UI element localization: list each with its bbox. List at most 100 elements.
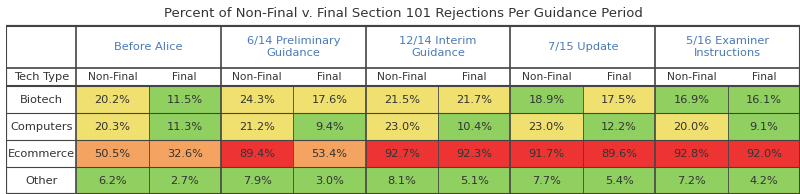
Text: 92.8%: 92.8%	[674, 149, 710, 159]
Text: 89.6%: 89.6%	[601, 149, 637, 159]
Bar	[366, 86, 438, 113]
Text: Other: Other	[25, 176, 58, 185]
Text: 9.1%: 9.1%	[750, 122, 778, 132]
Text: 11.5%: 11.5%	[166, 95, 202, 105]
Bar	[510, 113, 583, 140]
Bar	[510, 86, 583, 113]
Text: 12.2%: 12.2%	[601, 122, 637, 132]
Text: 16.1%: 16.1%	[746, 95, 782, 105]
Text: 8.1%: 8.1%	[387, 176, 416, 185]
Text: Tech Type: Tech Type	[14, 72, 69, 82]
Bar	[149, 167, 221, 194]
Text: Non-Final: Non-Final	[232, 72, 282, 82]
Text: 89.4%: 89.4%	[239, 149, 275, 159]
Bar	[583, 140, 655, 167]
Text: 53.4%: 53.4%	[311, 149, 347, 159]
Bar	[76, 140, 149, 167]
Text: Final: Final	[173, 72, 197, 82]
Text: Final: Final	[462, 72, 486, 82]
Text: 23.0%: 23.0%	[529, 122, 565, 132]
Text: Ecommerce: Ecommerce	[8, 149, 74, 159]
Text: 12/14 Interim
Guidance: 12/14 Interim Guidance	[399, 36, 477, 58]
Bar	[294, 140, 366, 167]
Bar	[510, 140, 583, 167]
Bar	[366, 140, 438, 167]
Bar	[6, 26, 800, 68]
Text: 17.6%: 17.6%	[311, 95, 347, 105]
Bar	[728, 113, 800, 140]
Text: 21.7%: 21.7%	[456, 95, 492, 105]
Text: 92.7%: 92.7%	[384, 149, 420, 159]
Text: 11.3%: 11.3%	[166, 122, 202, 132]
Text: 23.0%: 23.0%	[384, 122, 420, 132]
Text: 21.5%: 21.5%	[384, 95, 420, 105]
Bar	[583, 86, 655, 113]
Bar	[6, 26, 800, 194]
Text: 7.9%: 7.9%	[242, 176, 271, 185]
Bar	[76, 167, 149, 194]
Text: 6.2%: 6.2%	[98, 176, 126, 185]
Bar	[728, 140, 800, 167]
Text: 7.7%: 7.7%	[532, 176, 561, 185]
Bar	[149, 140, 221, 167]
Text: Non-Final: Non-Final	[377, 72, 426, 82]
Bar	[438, 167, 510, 194]
Text: 21.2%: 21.2%	[239, 122, 275, 132]
Text: 10.4%: 10.4%	[456, 122, 492, 132]
Text: 3.0%: 3.0%	[315, 176, 344, 185]
Bar	[438, 113, 510, 140]
Bar	[438, 86, 510, 113]
Bar	[728, 167, 800, 194]
Text: Non-Final: Non-Final	[87, 72, 137, 82]
Text: 20.3%: 20.3%	[94, 122, 130, 132]
Text: 18.9%: 18.9%	[529, 95, 565, 105]
Bar	[294, 86, 366, 113]
Text: 91.7%: 91.7%	[529, 149, 565, 159]
Bar	[728, 86, 800, 113]
Text: 20.2%: 20.2%	[94, 95, 130, 105]
Bar	[655, 167, 728, 194]
Bar	[149, 86, 221, 113]
Text: Final: Final	[318, 72, 342, 82]
Bar	[294, 113, 366, 140]
Bar	[221, 113, 294, 140]
Text: Before Alice: Before Alice	[114, 42, 182, 52]
Text: 5.4%: 5.4%	[605, 176, 634, 185]
Text: Computers: Computers	[10, 122, 73, 132]
Text: 92.0%: 92.0%	[746, 149, 782, 159]
Text: 16.9%: 16.9%	[674, 95, 710, 105]
Text: 9.4%: 9.4%	[315, 122, 344, 132]
Bar	[655, 140, 728, 167]
Bar	[510, 167, 583, 194]
Text: 5/16 Examiner
Instructions: 5/16 Examiner Instructions	[686, 36, 769, 58]
Text: Final: Final	[606, 72, 631, 82]
Text: Final: Final	[751, 72, 776, 82]
Bar	[221, 140, 294, 167]
Text: 17.5%: 17.5%	[601, 95, 637, 105]
Bar	[294, 167, 366, 194]
Text: 7.2%: 7.2%	[677, 176, 706, 185]
Bar	[583, 167, 655, 194]
Text: 20.0%: 20.0%	[674, 122, 710, 132]
Bar	[655, 86, 728, 113]
Text: Non-Final: Non-Final	[522, 72, 571, 82]
Text: 50.5%: 50.5%	[94, 149, 130, 159]
Bar	[655, 113, 728, 140]
Text: 92.3%: 92.3%	[456, 149, 492, 159]
Text: Biotech: Biotech	[20, 95, 62, 105]
Bar	[366, 113, 438, 140]
Bar	[366, 167, 438, 194]
Text: Non-Final: Non-Final	[666, 72, 716, 82]
Bar	[438, 140, 510, 167]
Bar	[221, 167, 294, 194]
Bar	[583, 113, 655, 140]
Bar	[76, 86, 149, 113]
Bar	[76, 113, 149, 140]
Text: 7/15 Update: 7/15 Update	[547, 42, 618, 52]
Bar	[221, 86, 294, 113]
Bar	[149, 113, 221, 140]
Text: 6/14 Preliminary
Guidance: 6/14 Preliminary Guidance	[246, 36, 340, 58]
Text: 4.2%: 4.2%	[750, 176, 778, 185]
Text: 2.7%: 2.7%	[170, 176, 199, 185]
Text: 24.3%: 24.3%	[239, 95, 275, 105]
